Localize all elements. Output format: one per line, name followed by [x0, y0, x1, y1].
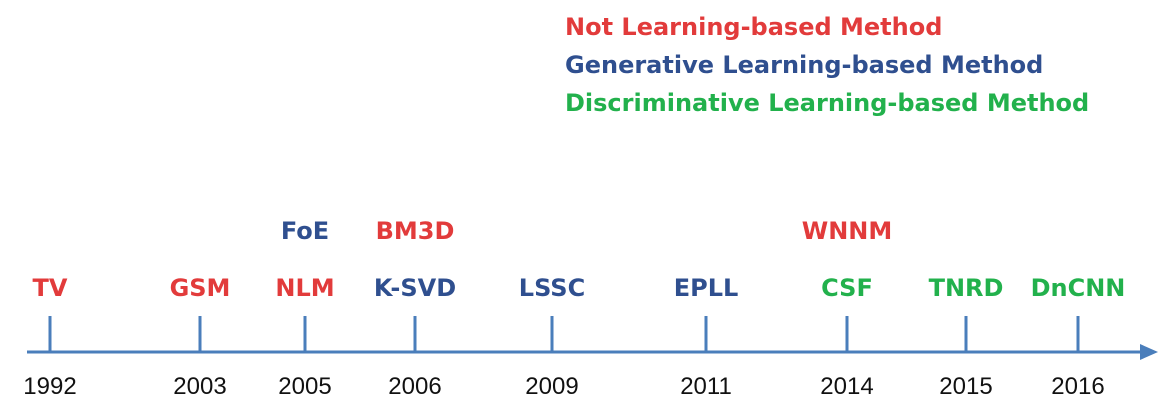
method-label-gsm: GSM: [169, 274, 231, 302]
method-label-k-svd: K-SVD: [373, 274, 457, 302]
legend-item-generative: Generative Learning-based Method: [565, 51, 1044, 79]
legend-item-discriminative: Discriminative Learning-based Method: [565, 89, 1090, 117]
method-label-csf: CSF: [821, 274, 873, 302]
method-label-nlm: NLM: [275, 274, 335, 302]
year-label-2011: 2011: [680, 373, 732, 400]
year-label-1992: 1992: [23, 373, 77, 400]
axis-arrow-icon: [1140, 344, 1158, 360]
method-label-wnnm: WNNM: [801, 217, 893, 245]
method-label-epll: EPLL: [673, 274, 739, 302]
method-label-dncnn: DnCNN: [1030, 274, 1126, 302]
year-label-2014: 2014: [820, 373, 874, 400]
year-label-2005: 2005: [278, 373, 332, 400]
year-label-2009: 2009: [525, 373, 579, 400]
year-label-2015: 2015: [939, 373, 993, 400]
year-label-2016: 2016: [1051, 373, 1105, 400]
legend-item-not-learning: Not Learning-based Method: [565, 13, 943, 41]
legend: Not Learning-based Method Generative Lea…: [565, 8, 1089, 122]
method-label-tv: TV: [32, 274, 68, 302]
method-label-foe: FoE: [280, 217, 330, 245]
method-label-tnrd: TNRD: [928, 274, 1004, 302]
method-label-lssc: LSSC: [518, 274, 586, 302]
year-label-2003: 2003: [173, 373, 227, 400]
year-label-2006: 2006: [388, 373, 442, 400]
method-label-bm3d: BM3D: [375, 217, 455, 245]
